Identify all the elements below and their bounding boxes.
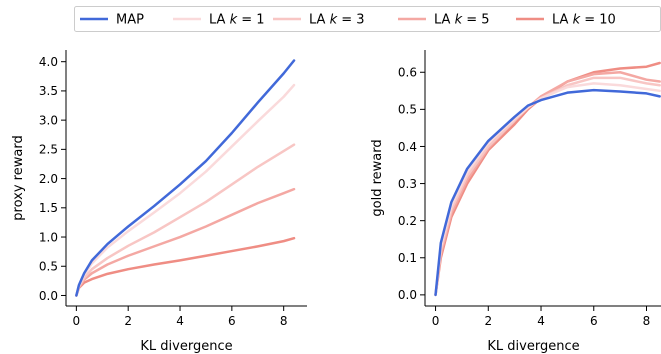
y-tick-label: 0.1 (398, 251, 417, 265)
y-tick-label: 1.0 (39, 230, 58, 244)
legend-label: LA k = 10 (552, 13, 616, 28)
x-axis-label: KL divergence (140, 339, 232, 354)
legend-label-part: = 10 (580, 13, 616, 28)
y-tick-label: 0.3 (398, 177, 417, 191)
y-tick-label: 4.0 (39, 55, 58, 69)
y-axis-label: proxy reward (11, 135, 26, 220)
y-tick-label: 0.0 (39, 289, 58, 303)
series-group (76, 61, 294, 296)
y-tick-label: 3.0 (39, 113, 58, 127)
y-tick-label: 0.5 (39, 260, 58, 274)
x-axis-label: KL divergence (487, 339, 579, 354)
x-tick-label: 2 (484, 314, 492, 328)
legend-label-part: LA (434, 13, 455, 28)
x-tick-label: 6 (590, 314, 598, 328)
y-tick-label: 0.5 (398, 103, 417, 117)
proxy-reward-chart: 0 2 4 6 8 0.0 0.5 1.0 1.5 2.0 2.5 3.0 3.5 4.0 KL diver… (11, 50, 307, 354)
legend-label-part: MAP (116, 13, 144, 28)
legend-label: LA k = 5 (434, 13, 490, 28)
x-tick-label: 4 (537, 314, 545, 328)
y-tick-label: 0.2 (398, 214, 417, 228)
series-line (436, 83, 660, 294)
x-tick-label: 0 (432, 314, 440, 328)
legend-label-part: LA (209, 13, 230, 28)
gold-reward-chart: 0 2 4 6 8 0.0 0.1 0.2 0.3 0.4 0.5 0.6 KL divergence g… (370, 50, 661, 354)
legend-label-part: = 5 (462, 13, 489, 28)
legend-label-part: LA (552, 13, 573, 28)
x-tick-label: 4 (176, 314, 184, 328)
y-tick-label: 2.5 (39, 143, 58, 157)
legend-label: LA k = 3 (309, 13, 365, 28)
y-tick-label: 0.6 (398, 66, 417, 80)
series-group (436, 63, 660, 295)
y-tick-label: 0.4 (398, 140, 417, 154)
series-line (436, 78, 660, 295)
legend-label-part: = 3 (337, 13, 364, 28)
legend-label-part: = 1 (237, 13, 264, 28)
legend-label: MAP (116, 13, 144, 28)
series-line (436, 90, 660, 295)
legend-label: LA k = 1 (209, 13, 265, 28)
y-tick-label: 0.0 (398, 288, 417, 302)
series-line (436, 72, 660, 295)
x-tick-label: 8 (280, 314, 288, 328)
y-axis-label: gold reward (370, 139, 385, 216)
x-tick-label: 6 (228, 314, 236, 328)
y-tick-label: 1.5 (39, 201, 58, 215)
x-tick-label: 2 (124, 314, 132, 328)
y-tick-label: 2.0 (39, 172, 58, 186)
y-tick-label: 3.5 (39, 84, 58, 98)
legend-label-part: LA (309, 13, 330, 28)
legend: MAP LA k = 1 LA k = 3 LA k = 5 LA k = 10 (75, 7, 661, 32)
x-tick-label: 8 (643, 314, 651, 328)
x-tick-label: 0 (73, 314, 81, 328)
